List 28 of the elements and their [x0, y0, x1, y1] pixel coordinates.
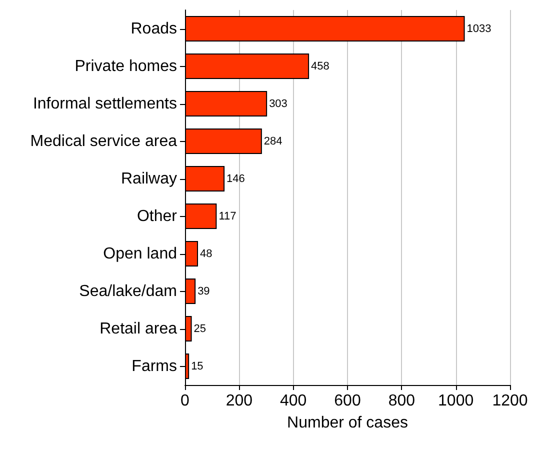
x-tick-label: 600: [334, 392, 361, 410]
data-label: 117: [218, 210, 236, 222]
y-tick-label: Farms: [132, 358, 177, 375]
data-label: 39: [198, 285, 210, 298]
y-tick-label: Private homes: [74, 58, 177, 75]
y-tick-label: Other: [136, 208, 178, 225]
y-tick-label: Medical service area: [30, 132, 178, 150]
data-label: 15: [191, 360, 204, 372]
y-tick-label: Sea/lake/dam: [79, 282, 177, 300]
x-tick-label: 1200: [492, 392, 528, 410]
x-tick-label: 200: [226, 392, 253, 410]
y-tick-label: Roads: [130, 20, 177, 38]
x-tick-label: 1000: [438, 392, 474, 410]
data-label: 146: [226, 172, 245, 185]
data-label: 1033: [466, 22, 492, 35]
data-label: 48: [200, 248, 212, 260]
x-tick-label: 800: [388, 392, 416, 410]
x-axis-title: Number of cases: [287, 414, 408, 432]
y-tick-label: Informal settlements: [32, 95, 177, 112]
x-tick-label: 0: [180, 392, 190, 410]
y-tick-label: Retail area: [100, 320, 178, 338]
y-tick-label: Open land: [103, 245, 177, 262]
x-tick-label: 400: [280, 392, 307, 410]
data-label: 303: [269, 98, 288, 110]
data-label: 25: [194, 322, 206, 335]
y-tick-label: Railway: [120, 170, 177, 188]
data-label: 284: [264, 135, 282, 148]
data-label: 458: [311, 60, 330, 72]
